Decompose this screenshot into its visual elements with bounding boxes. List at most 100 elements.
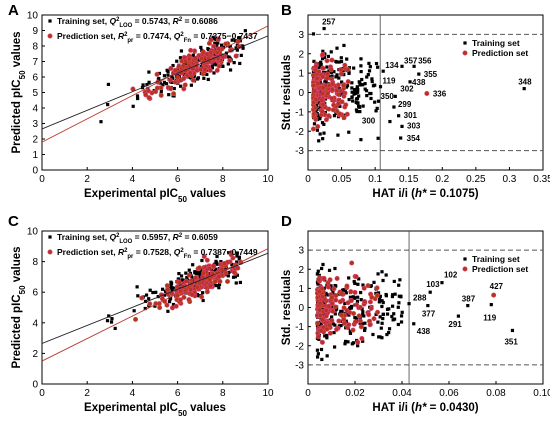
prediction-point [211, 43, 217, 49]
prediction-point [324, 326, 330, 332]
y-tick-label: 6 [32, 73, 38, 84]
training-point [355, 299, 360, 303]
training-point [169, 283, 173, 287]
training-point [381, 278, 385, 283]
training-point [347, 97, 351, 102]
training-point [361, 313, 365, 317]
training-point [318, 80, 322, 84]
training-point [176, 277, 180, 281]
prediction-point [328, 67, 334, 73]
panel-letter: D [281, 213, 292, 230]
training-point [324, 80, 328, 84]
training-point [163, 293, 167, 297]
training-point [195, 270, 199, 274]
prediction-point [201, 253, 207, 259]
prediction-point [201, 270, 207, 276]
prediction-point [212, 279, 218, 285]
training-fit-line [42, 35, 268, 130]
training-point [355, 101, 360, 105]
training-point [315, 355, 320, 359]
training-point [337, 76, 341, 80]
y-axis-title: Std. residuals [281, 270, 293, 345]
training-point [350, 86, 354, 90]
prediction-point [345, 79, 351, 85]
prediction-point [341, 317, 347, 323]
training-point [390, 314, 394, 319]
outlier-label: 301 [404, 111, 418, 120]
training-point [170, 74, 174, 79]
training-point [343, 301, 347, 306]
training-point [206, 77, 210, 82]
x-axis-title: HAT i/i (h* = 0.1075) [372, 188, 478, 200]
training-point [214, 262, 218, 266]
y-tick-label: 7 [32, 57, 38, 68]
training-point [351, 99, 355, 103]
training-point [201, 291, 205, 295]
prediction-point [341, 82, 347, 88]
outlier-point [408, 80, 412, 84]
training-point [363, 328, 367, 333]
training-point [323, 334, 327, 338]
prediction-point [200, 49, 206, 55]
training-point [318, 117, 322, 121]
training-point [213, 41, 217, 45]
prediction-point [223, 41, 229, 47]
y-tick-label: -2 [295, 341, 304, 352]
prediction-point [327, 277, 333, 283]
training-point [233, 39, 238, 43]
prediction-point [329, 301, 335, 307]
prediction-point [344, 111, 350, 117]
training-point [235, 260, 239, 264]
training-point [191, 263, 195, 267]
training-point [322, 131, 326, 135]
training-point [385, 332, 389, 337]
outlier-label: 354 [407, 134, 421, 143]
training-point [334, 284, 338, 288]
y-tick-label: 6 [32, 288, 38, 299]
prediction-point [317, 307, 323, 313]
training-point [325, 336, 329, 340]
training-point [359, 69, 363, 74]
prediction-point [332, 304, 338, 310]
training-point [169, 280, 173, 284]
training-point [358, 81, 362, 85]
prediction-point [315, 320, 321, 326]
y-tick-label: 4 [32, 104, 38, 115]
prediction-point [357, 304, 363, 310]
training-point [380, 299, 384, 303]
prediction-point [318, 328, 324, 334]
prediction-point [195, 284, 201, 290]
legend-training-marker [48, 235, 52, 239]
training-point [363, 82, 367, 86]
y-tick-label: 2 [32, 349, 38, 360]
training-point [207, 47, 211, 52]
legend-training-entry: Training set [472, 38, 520, 48]
training-point [397, 283, 401, 287]
training-point [321, 262, 325, 267]
outlier-point [322, 26, 326, 31]
y-tick-label: 5 [32, 88, 38, 99]
prediction-point [351, 311, 357, 317]
training-point [380, 336, 384, 340]
prediction-point [323, 307, 329, 313]
training-point [241, 46, 245, 50]
prediction-point [182, 58, 188, 64]
prediction-point [320, 65, 326, 71]
prediction-point [335, 82, 341, 88]
training-point [227, 270, 231, 274]
training-point [214, 63, 218, 67]
training-point [371, 332, 375, 337]
training-point [392, 312, 396, 316]
training-point [320, 357, 324, 362]
training-point [106, 102, 110, 107]
training-point [378, 315, 382, 319]
prediction-point [331, 286, 337, 292]
prediction-point [324, 75, 330, 81]
training-point [396, 305, 400, 309]
prediction-point [371, 316, 377, 322]
prediction-point [359, 336, 365, 342]
training-point [185, 275, 189, 280]
training-point [171, 302, 176, 307]
training-point [390, 294, 395, 299]
legend-training-marker [48, 19, 52, 23]
